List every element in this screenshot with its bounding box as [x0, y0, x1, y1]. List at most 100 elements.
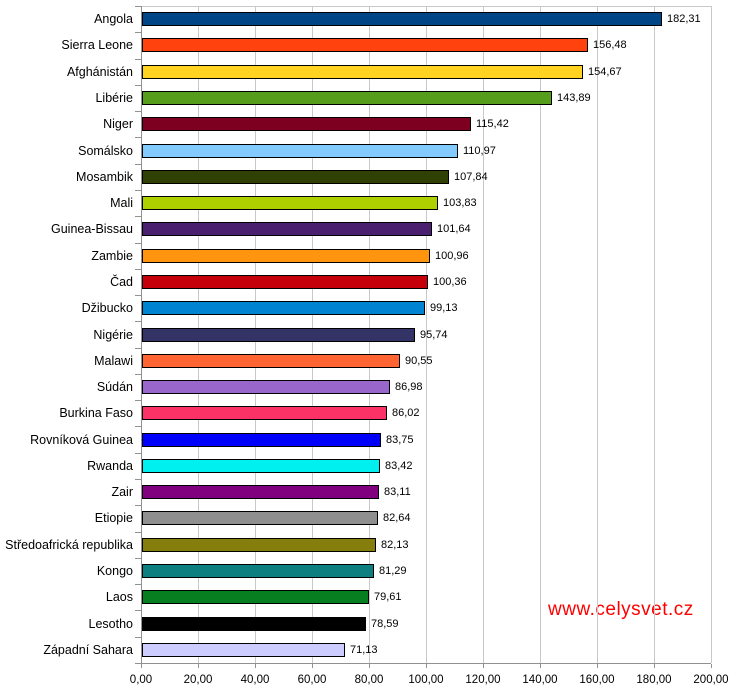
y-axis-tick [135, 137, 141, 138]
bar [142, 38, 588, 52]
category-label: Somálsko [78, 144, 133, 158]
gridline [711, 6, 712, 663]
y-axis-tick [135, 505, 141, 506]
x-tick-label: 200,00 [693, 674, 729, 686]
bar-value-label: 99,13 [430, 302, 458, 314]
y-axis-tick [135, 111, 141, 112]
gridline [540, 6, 541, 663]
bar-value-label: 156,48 [593, 39, 627, 51]
category-label: Niger [103, 117, 133, 131]
y-axis-tick [135, 6, 141, 7]
bar [142, 590, 369, 604]
bar [142, 12, 662, 26]
x-axis-tick [198, 664, 199, 668]
bar [142, 485, 379, 499]
bar [142, 91, 552, 105]
x-axis-tick [369, 664, 370, 668]
bar-value-label: 78,59 [371, 618, 399, 630]
category-label: Zair [111, 485, 133, 499]
bar-value-label: 100,96 [435, 250, 469, 262]
category-label: Guinea-Bissau [51, 222, 133, 236]
bar-value-label: 82,13 [381, 539, 409, 551]
y-axis-tick [135, 85, 141, 86]
y-axis-tick [135, 558, 141, 559]
plot-top-border [141, 6, 711, 7]
x-axis-tick [597, 664, 598, 668]
x-tick-label: 120,00 [465, 674, 501, 686]
y-axis-tick [135, 610, 141, 611]
category-label: Džibucko [81, 301, 133, 315]
gridline [483, 6, 484, 663]
bar-value-label: 115,42 [476, 118, 509, 130]
y-axis-tick [135, 295, 141, 296]
category-label: Nigérie [93, 328, 133, 342]
bar [142, 301, 425, 315]
gridline [597, 6, 598, 663]
y-axis-tick [135, 190, 141, 191]
bar [142, 328, 415, 342]
y-axis-tick [135, 400, 141, 401]
watermark-text: www.celysvet.cz [548, 599, 694, 620]
bar [142, 617, 366, 631]
bar-value-label: 81,29 [379, 565, 407, 577]
y-axis-tick [135, 32, 141, 33]
bar [142, 196, 438, 210]
y-axis-line [141, 6, 142, 664]
category-label: Etiopie [94, 511, 133, 525]
bar [142, 538, 376, 552]
y-axis-tick [135, 164, 141, 165]
y-axis-tick [135, 637, 141, 638]
y-axis-tick [135, 426, 141, 427]
category-label: Západní Sahara [43, 643, 133, 657]
y-axis-tick [135, 479, 141, 480]
x-axis-tick [426, 664, 427, 668]
bar [142, 354, 400, 368]
y-axis-tick [135, 532, 141, 533]
category-label: Mosambik [76, 170, 133, 184]
x-tick-label: 60,00 [297, 674, 327, 686]
bar-value-label: 101,64 [437, 223, 471, 235]
x-tick-label: 40,00 [240, 674, 270, 686]
x-axis-line [135, 663, 711, 664]
y-axis-tick [135, 321, 141, 322]
bar-value-label: 107,84 [454, 171, 488, 183]
y-axis-tick [135, 59, 141, 60]
category-label: Středoafrická republika [5, 538, 133, 552]
x-axis-tick [312, 664, 313, 668]
category-label: Rwanda [87, 459, 133, 473]
x-axis-tick [711, 664, 712, 668]
category-label: Laos [105, 590, 133, 604]
x-axis-tick [540, 664, 541, 668]
bar [142, 275, 428, 289]
category-label: Libérie [95, 91, 133, 105]
bar-value-label: 71,13 [350, 644, 378, 656]
bar [142, 511, 378, 525]
category-label: Súdán [96, 380, 133, 394]
gridline [426, 6, 427, 663]
y-axis-tick [135, 663, 141, 664]
bar-value-label: 182,31 [667, 13, 701, 25]
category-label: Rovníková Guinea [30, 433, 133, 447]
category-label: Lesotho [88, 617, 133, 631]
category-label: Mali [110, 196, 133, 210]
bar [142, 406, 387, 420]
y-axis-tick [135, 216, 141, 217]
gridline [654, 6, 655, 663]
x-tick-label: 140,00 [522, 674, 558, 686]
bar-value-label: 83,75 [386, 434, 414, 446]
category-label: Čad [110, 275, 133, 289]
bar [142, 170, 449, 184]
bar-value-label: 82,64 [383, 512, 411, 524]
bar-value-label: 79,61 [374, 591, 402, 603]
bar [142, 65, 583, 79]
bar-value-label: 154,67 [588, 66, 622, 78]
bar [142, 564, 374, 578]
y-axis-tick [135, 453, 141, 454]
x-tick-label: 100,00 [408, 674, 444, 686]
y-axis-tick [135, 348, 141, 349]
bar [142, 459, 380, 473]
bar [142, 643, 345, 657]
bar [142, 222, 432, 236]
bar [142, 380, 390, 394]
category-label: Kongo [96, 564, 133, 578]
